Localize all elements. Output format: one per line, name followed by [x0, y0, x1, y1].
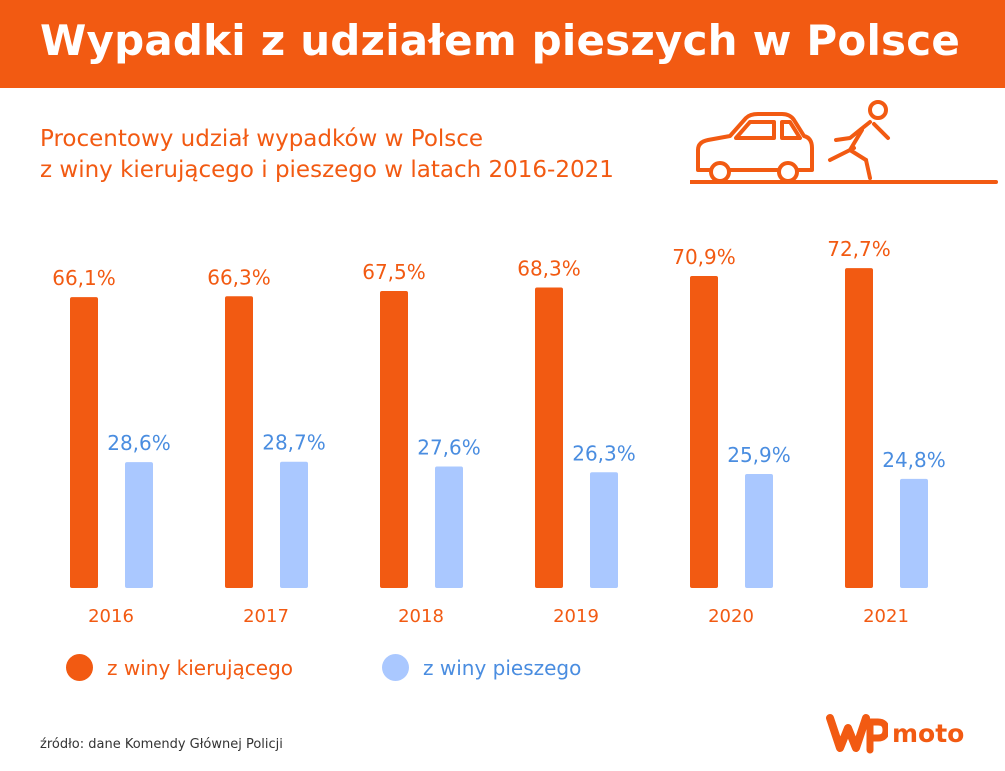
- pedestrian-icon: [828, 100, 890, 180]
- legend-driver: z winy kierującego: [66, 654, 293, 681]
- legend-pedestrian-swatch: [382, 654, 409, 681]
- bar-pedestrian-2019: [590, 472, 618, 588]
- data-label-pedestrian-2016: 28,6%: [107, 431, 171, 455]
- data-label-pedestrian-2019: 26,3%: [572, 441, 636, 465]
- subtitle-line-2: z winy kierującego i pieszego w latach 2…: [40, 157, 614, 183]
- car-icon: [696, 112, 814, 172]
- wp-moto-logo: moto: [826, 712, 964, 754]
- subtitle-line-1: Procentowy udział wypadków w Polsce: [40, 126, 484, 152]
- wp-logo-icon: [826, 714, 888, 754]
- data-label-pedestrian-2018: 27,6%: [417, 436, 481, 460]
- bar-driver-2016: [70, 297, 98, 588]
- bar-driver-2018: [380, 291, 408, 588]
- x-tick-label-2019: 2019: [553, 606, 599, 627]
- legend-pedestrian-label: z winy pieszego: [423, 655, 582, 680]
- bar-driver-2020: [690, 276, 718, 588]
- data-label-driver-2019: 68,3%: [517, 256, 581, 280]
- bar-driver-2021: [845, 268, 873, 588]
- data-label-driver-2016: 66,1%: [52, 266, 116, 290]
- data-label-driver-2017: 66,3%: [207, 265, 271, 289]
- legend-driver-label: z winy kierującego: [107, 655, 294, 680]
- page-title: Wypadki z udziałem pieszych w Polsce: [40, 16, 961, 65]
- chart-subtitle: Procentowy udział wypadków w Polsce z wi…: [40, 124, 614, 186]
- bar-pedestrian-2017: [280, 461, 308, 588]
- x-tick-label-2021: 2021: [863, 606, 909, 627]
- x-tick-label-2017: 2017: [243, 606, 289, 627]
- x-tick-label-2020: 2020: [708, 606, 754, 627]
- bar-driver-2019: [535, 287, 563, 588]
- source-note: źródło: dane Komendy Głównej Policji: [40, 737, 283, 752]
- legend-driver-swatch: [66, 654, 93, 681]
- data-label-driver-2018: 67,5%: [362, 260, 426, 284]
- bar-chart: 66,1% 28,6% 2016 66,3% 28,7% 2017 67,5% 27,6% 20…: [52, 237, 946, 627]
- data-label-driver-2020: 70,9%: [672, 245, 736, 269]
- bar-pedestrian-2016: [125, 462, 153, 588]
- data-label-pedestrian-2017: 28,7%: [262, 431, 326, 455]
- data-label-pedestrian-2021: 24,8%: [882, 448, 946, 472]
- data-label-driver-2021: 72,7%: [827, 237, 891, 261]
- header-banner: Wypadki z udziałem pieszych w Polsce: [0, 0, 1005, 88]
- legend-pedestrian: z winy pieszego: [382, 654, 581, 681]
- bar-pedestrian-2018: [435, 466, 463, 588]
- data-label-pedestrian-2020: 25,9%: [727, 443, 791, 467]
- car-pedestrian-icon: [690, 100, 998, 184]
- x-tick-label-2018: 2018: [398, 606, 444, 627]
- logo-text: moto: [892, 718, 965, 748]
- bar-pedestrian-2021: [900, 478, 928, 588]
- bar-pedestrian-2020: [745, 474, 773, 588]
- bar-driver-2017: [225, 296, 253, 588]
- x-tick-label-2016: 2016: [88, 606, 134, 627]
